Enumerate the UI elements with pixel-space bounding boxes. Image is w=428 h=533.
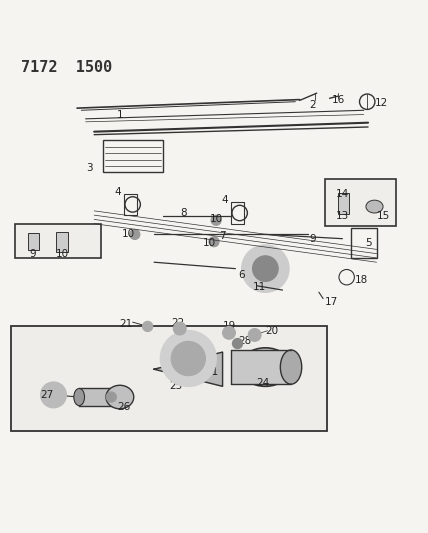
Text: 24: 24 xyxy=(257,378,270,388)
Circle shape xyxy=(173,322,186,335)
Circle shape xyxy=(242,245,289,292)
Text: 1: 1 xyxy=(116,110,123,119)
Text: 7: 7 xyxy=(219,231,226,241)
Text: 23: 23 xyxy=(195,352,208,362)
Polygon shape xyxy=(154,352,223,386)
Text: 18: 18 xyxy=(355,275,368,285)
Text: 9: 9 xyxy=(309,233,316,244)
Bar xyxy=(28,233,39,250)
FancyBboxPatch shape xyxy=(325,179,396,226)
Text: 10: 10 xyxy=(210,214,223,224)
Circle shape xyxy=(41,382,66,408)
Text: 22: 22 xyxy=(171,318,184,328)
Bar xyxy=(231,203,244,224)
Text: 6: 6 xyxy=(238,270,245,280)
Circle shape xyxy=(223,326,235,340)
Text: 19: 19 xyxy=(223,321,235,332)
Bar xyxy=(56,232,68,252)
Text: 12: 12 xyxy=(375,98,388,108)
Text: 25: 25 xyxy=(169,381,182,391)
Text: 28: 28 xyxy=(238,336,251,346)
Circle shape xyxy=(106,392,116,402)
Text: 4: 4 xyxy=(114,187,121,197)
Bar xyxy=(351,228,377,258)
Circle shape xyxy=(209,237,219,247)
Text: 8: 8 xyxy=(181,208,187,218)
Bar xyxy=(124,193,137,215)
Text: 5: 5 xyxy=(366,238,372,248)
Ellipse shape xyxy=(366,200,383,213)
Circle shape xyxy=(130,229,140,239)
Text: 11: 11 xyxy=(253,282,265,292)
Circle shape xyxy=(248,328,261,342)
Bar xyxy=(231,350,291,384)
Text: 4: 4 xyxy=(221,195,228,205)
Text: 9: 9 xyxy=(30,249,36,259)
Text: 14: 14 xyxy=(336,189,349,199)
Text: 21: 21 xyxy=(120,319,133,329)
Circle shape xyxy=(253,256,278,281)
Text: 17: 17 xyxy=(325,296,338,306)
Ellipse shape xyxy=(280,350,302,384)
Text: 3: 3 xyxy=(86,163,93,173)
Circle shape xyxy=(143,321,153,332)
Text: 2: 2 xyxy=(309,100,316,110)
Ellipse shape xyxy=(74,389,84,406)
Ellipse shape xyxy=(106,385,134,409)
Text: 15: 15 xyxy=(377,211,389,221)
Circle shape xyxy=(232,338,243,349)
Bar xyxy=(103,140,163,172)
Circle shape xyxy=(211,215,221,225)
Text: 10: 10 xyxy=(122,229,135,239)
Text: 7172  1500: 7172 1500 xyxy=(21,60,113,75)
Text: 16: 16 xyxy=(332,95,345,106)
Text: 21: 21 xyxy=(205,367,218,377)
Text: 10: 10 xyxy=(203,238,216,248)
Bar xyxy=(338,193,349,214)
Text: 13: 13 xyxy=(336,211,349,221)
Text: 26: 26 xyxy=(118,402,131,412)
FancyBboxPatch shape xyxy=(11,326,327,431)
FancyBboxPatch shape xyxy=(15,224,101,258)
Circle shape xyxy=(171,342,205,376)
Circle shape xyxy=(160,330,216,386)
Text: 27: 27 xyxy=(41,390,54,400)
Bar xyxy=(79,389,122,406)
Text: 10: 10 xyxy=(56,249,68,259)
Ellipse shape xyxy=(240,348,291,386)
Text: 20: 20 xyxy=(265,326,278,336)
